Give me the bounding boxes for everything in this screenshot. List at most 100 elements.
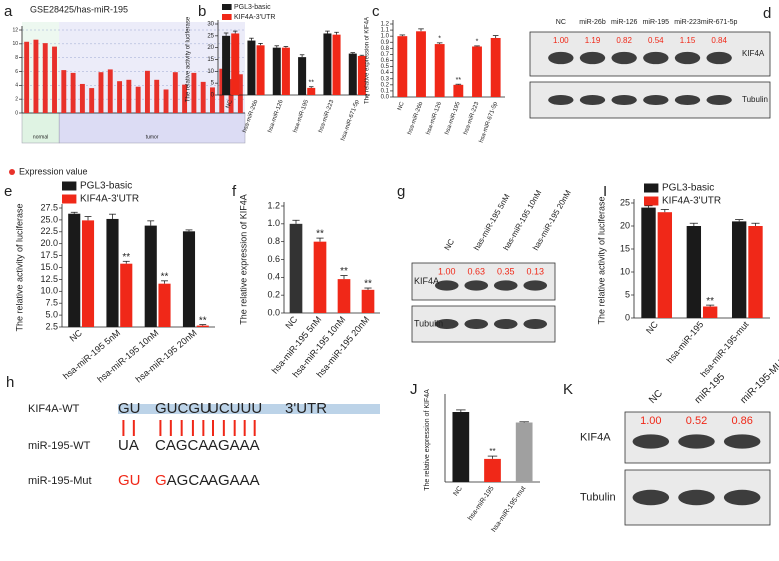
bar [416,31,426,97]
lane-label: NC [556,19,566,26]
blot-band [611,51,637,65]
bar [281,47,290,95]
lane-label: miR-195 [643,19,670,26]
y-tick-label: 0.3 [381,76,390,82]
y-tick-label: 5 [211,81,215,87]
y-axis-label: The relative activity of luciferase [596,196,606,324]
x-tick-label: hsa-miR-195 [293,99,311,134]
x-tick-label: hsa-miR-195-mut [698,319,751,379]
y-tick-label: 15.0 [40,262,58,272]
bar [107,69,113,113]
sequence-group: AGAAA [208,437,260,454]
blot-band [723,434,761,449]
x-tick-label: hsa-miR-126 [267,99,285,134]
x-tick-label: hsa-miR-223 [318,99,336,134]
x-tick-label: hsa-miR-671-5p [340,99,361,142]
quant-value: 1.00 [640,415,661,427]
blot-band [523,318,548,330]
y-tick-label: 0.2 [267,290,280,300]
row-label: KIF4A [580,431,611,443]
x-tick-label: NC [452,485,464,497]
bar [42,43,48,114]
bar [361,289,375,313]
bar [337,279,351,313]
quant-value: 0.35 [497,266,515,276]
lane-label: miR-126 [611,19,638,26]
bar [686,226,702,318]
bar [731,221,747,318]
bar [144,70,150,113]
bar [702,306,718,318]
quant-value: 0.13 [526,266,544,276]
row-label: KIF4A [414,276,439,286]
group-label: tumor [146,134,159,140]
x-tick-label: hsa-miR-195 [444,101,462,136]
blot-band [678,434,715,449]
bar [196,325,209,327]
blot-band [493,318,518,330]
y-tick-label: 4 [15,83,18,89]
blot-band [706,51,732,65]
quant-value: 0.82 [616,36,632,45]
quant-value: 0.63 [467,266,485,276]
chart-title: GSE28425/has-miR-195 [30,4,128,14]
y-axis-label: The relative activity of luciferase [186,16,192,102]
bar [210,87,215,113]
sequence-group: GUCGU [155,400,211,417]
y-tick-label: 5 [625,289,630,299]
bar [434,44,445,97]
significance: ** [340,266,348,277]
bar [484,458,501,482]
y-tick-label: 0.1 [381,88,390,94]
legend-label: KIF4A-3'UTR [662,196,721,207]
panel-letter: a [4,3,13,20]
bar [228,79,234,113]
bar [272,47,281,95]
bar [247,40,256,95]
y-tick-label: 7.5 [45,298,58,308]
blot-band [579,94,606,106]
y-tick-label: 1.1 [381,28,390,34]
bar [298,57,307,95]
legend-swatch [222,14,232,20]
y-tick-label: 20.0 [40,238,58,248]
significance: ** [706,296,714,307]
legend-label: PGL3-basic [234,4,271,11]
bar [307,87,316,95]
nucleotides: GUCGU [155,400,211,417]
quant-value: 1.00 [438,266,456,276]
y-tick-label: 0 [211,93,215,99]
blot-band [434,318,459,330]
y-tick-label: 1.0 [267,218,280,228]
x-tick-label: NC [283,314,299,331]
y-tick-label: 0.4 [381,70,390,76]
y-tick-label: 2.5 [45,321,58,331]
bar [154,79,160,113]
y-tick-label: 27.5 [40,202,58,212]
sequence-group: AGAAA [208,472,260,489]
y-tick-label: 0.9 [381,40,390,46]
nucleotides: CAGC [155,437,199,454]
nucleotides: AGC [167,472,200,489]
y-tick-label: 1.2 [267,200,280,210]
sequence-group: UA [118,437,139,454]
bar [33,39,39,113]
blot-band [434,280,459,291]
lane-label: NC [443,237,457,252]
bar [117,81,123,113]
y-axis-label: The relative expression of KIF4A [238,194,248,325]
x-tick-label: NC [644,319,660,336]
panel-letter: e [4,183,12,200]
nucleotides: GU [118,472,141,489]
bar [472,46,482,97]
blot-band [706,94,732,106]
bar [289,223,303,313]
row-label: Tubulin [414,318,443,328]
bar [158,283,171,327]
sequence-group: GU [118,472,141,489]
y-tick-label: 0.0 [381,95,390,101]
bar [641,207,656,318]
lane-label: miR-195 [693,371,728,406]
y-axis-label: The relative activity of luciferase [14,203,24,331]
blot-band [632,489,670,506]
